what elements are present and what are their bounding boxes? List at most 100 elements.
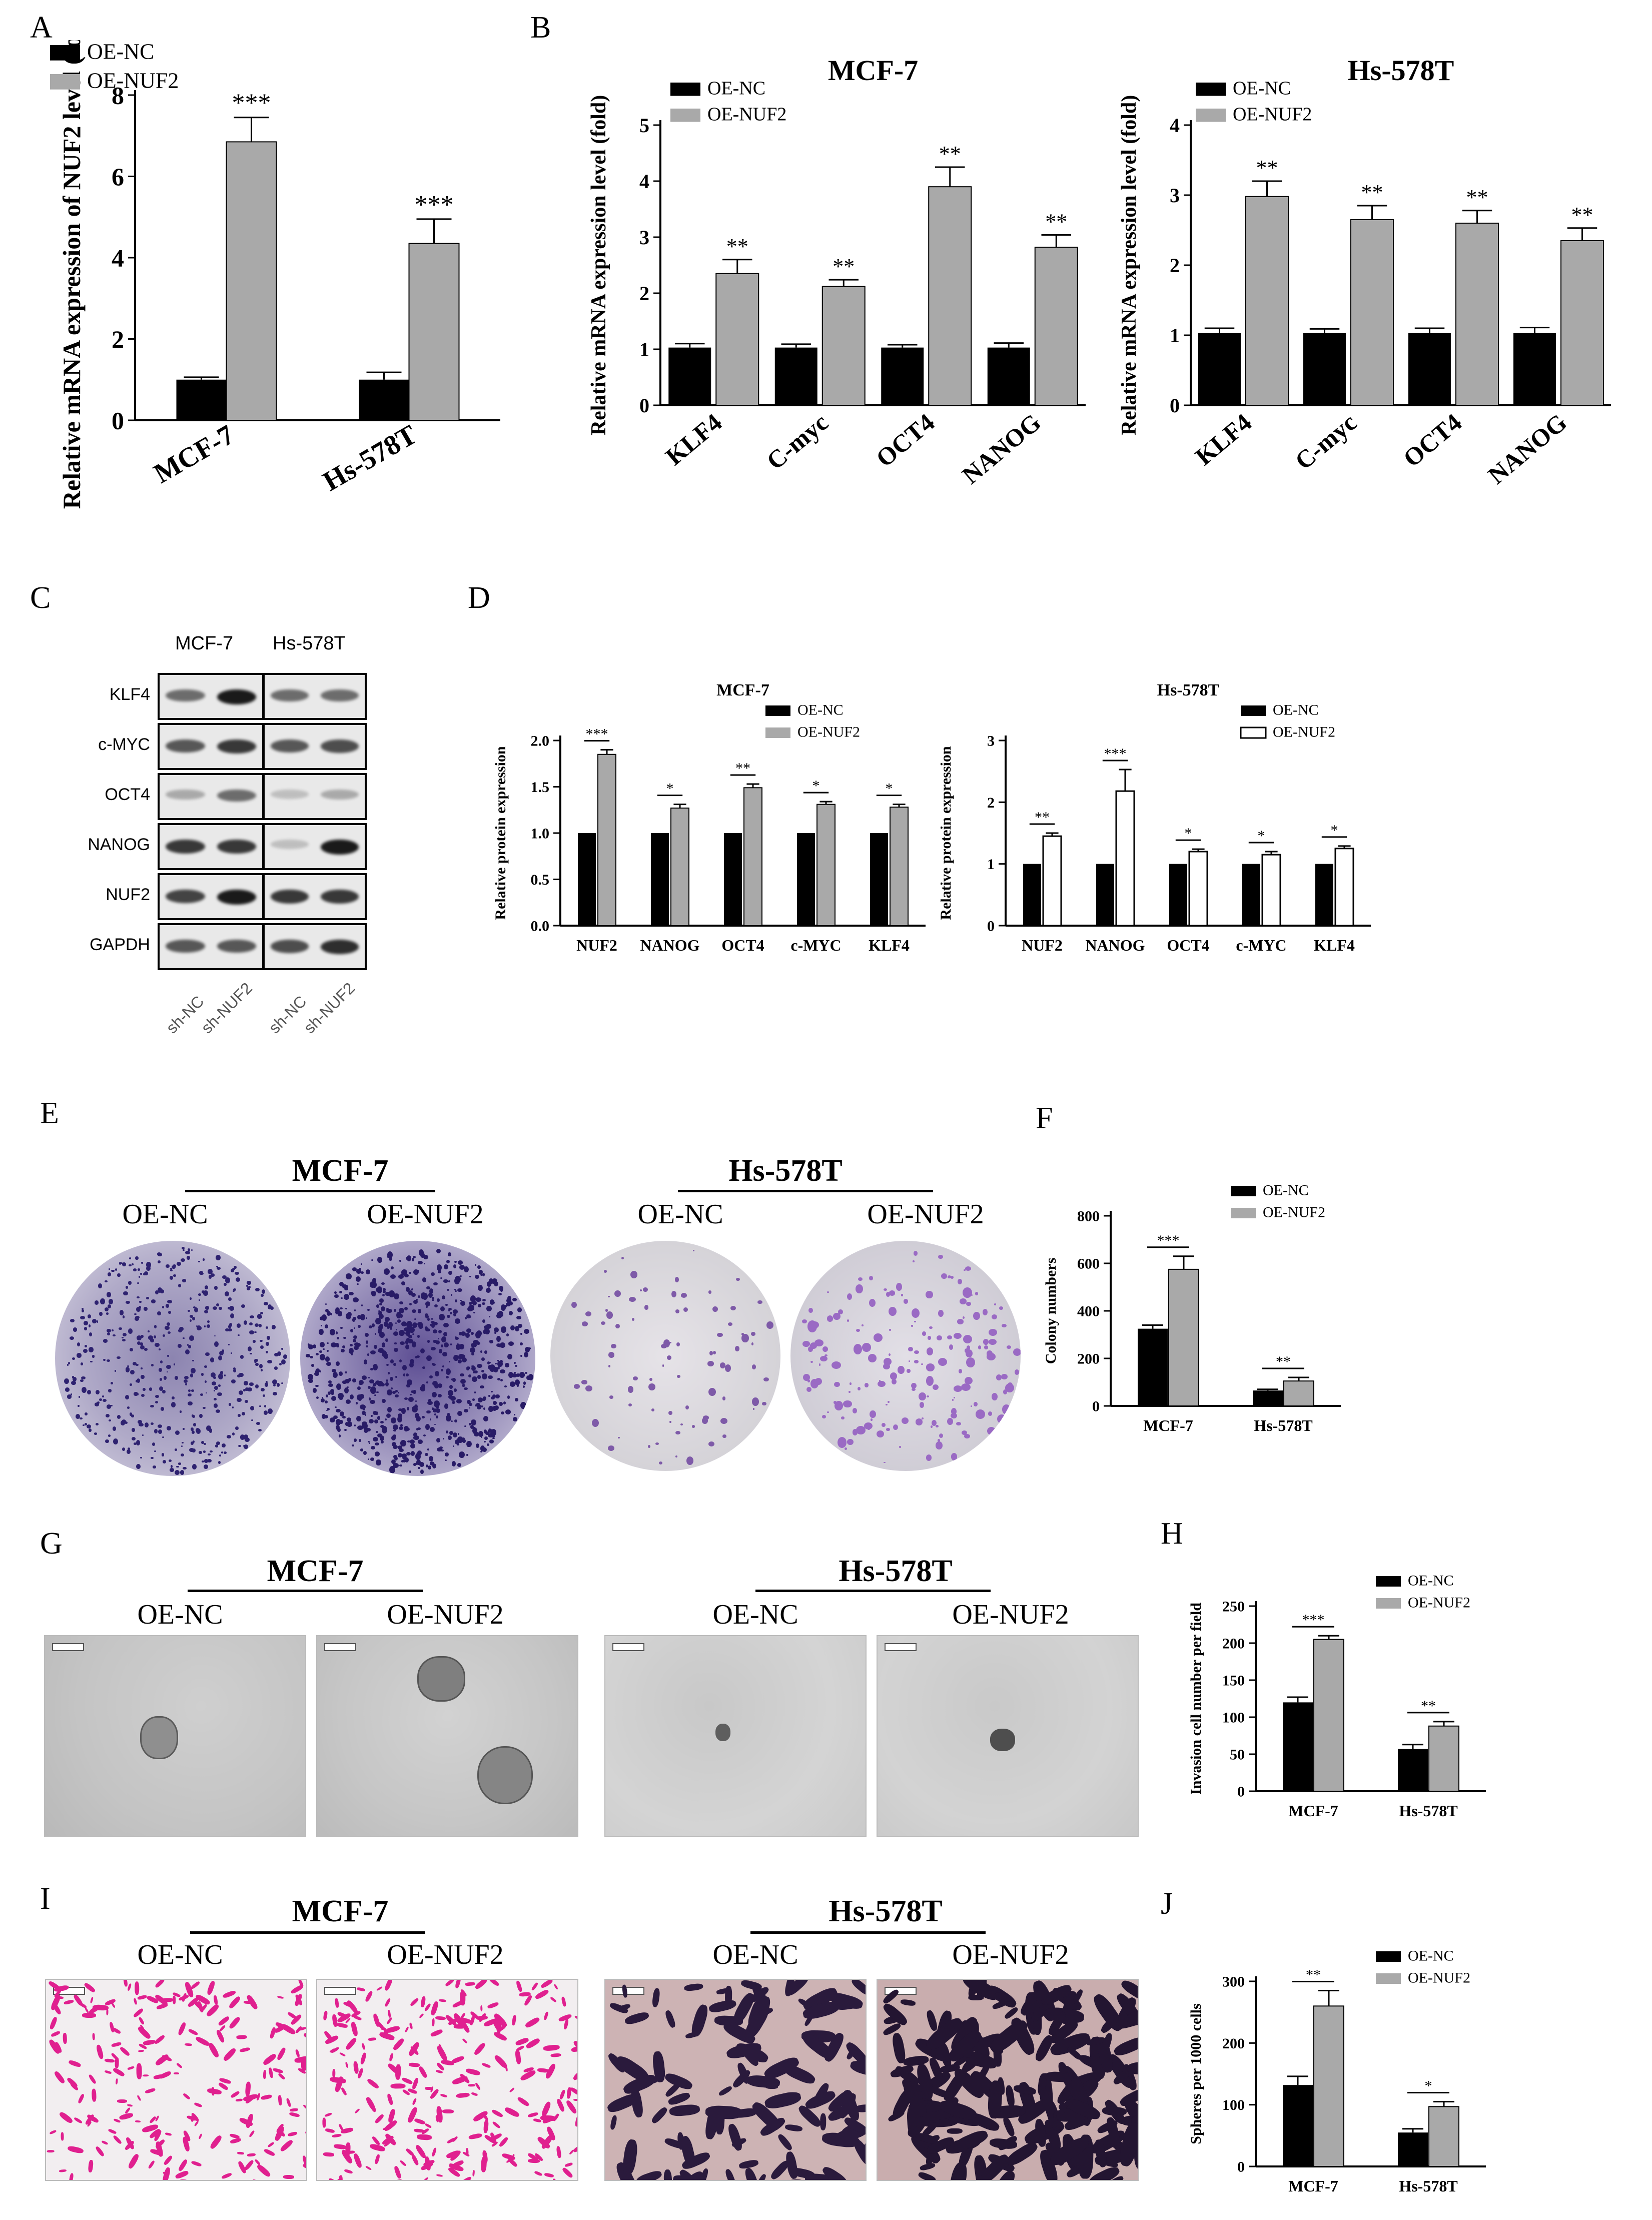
- colony-dot: [192, 1440, 195, 1443]
- colony-dot: [370, 1457, 374, 1461]
- colony-dot: [519, 1372, 525, 1378]
- colony-dot: [719, 1362, 726, 1368]
- colony-dot: [381, 1440, 384, 1443]
- x-tick-label: MCF-7: [149, 419, 240, 490]
- colony-dot: [486, 1328, 489, 1331]
- colony-dot: [431, 1296, 435, 1299]
- colony-dot: [889, 1290, 895, 1296]
- colony-dot: [441, 1368, 444, 1372]
- colony-dot: [422, 1416, 425, 1418]
- colony-dot: [493, 1327, 499, 1333]
- colony-dot: [410, 1443, 416, 1448]
- colony-dot: [181, 1441, 184, 1444]
- colony-dot: [757, 1300, 762, 1304]
- colony-dot: [65, 1387, 70, 1392]
- colony-dot: [498, 1292, 502, 1296]
- invasion-cell: [386, 2093, 394, 2106]
- colony-dot: [468, 1407, 470, 1409]
- colony-dot: [332, 1372, 338, 1378]
- colony-dot: [367, 1458, 370, 1460]
- significance-label: *: [1425, 2078, 1432, 2094]
- colony-dot: [398, 1413, 402, 1418]
- colony-dot: [763, 1377, 769, 1382]
- colony-dot: [138, 1276, 140, 1278]
- colony-dot: [206, 1425, 211, 1431]
- invasion-cell: [679, 2135, 697, 2168]
- colony-dot: [411, 1292, 416, 1297]
- bar: [1315, 864, 1333, 926]
- colony-dot: [260, 1339, 263, 1342]
- colony-dot: [244, 1437, 250, 1442]
- colony-dot: [810, 1379, 819, 1388]
- colony-dot: [514, 1361, 516, 1364]
- invasion-cell: [221, 2172, 233, 2180]
- colony-dot: [182, 1246, 185, 1250]
- colony-dot: [410, 1450, 415, 1456]
- colony-dot: [252, 1340, 256, 1343]
- colony-dot: [675, 1309, 680, 1313]
- colony-dot: [325, 1303, 327, 1305]
- colony-dot: [456, 1400, 458, 1403]
- wb-band: [217, 790, 256, 802]
- invasion-cell: [68, 2172, 74, 2180]
- sphere-rule-mcf7: [188, 1590, 423, 1592]
- colony-dot: [913, 1260, 915, 1263]
- colony-dot: [215, 1409, 221, 1413]
- colony-dot: [181, 1445, 183, 1447]
- x-tick-label: OCT4: [721, 936, 764, 954]
- colony-dot: [150, 1404, 154, 1408]
- colony-dot: [340, 1307, 343, 1310]
- colony-dot: [954, 1333, 962, 1339]
- colony-dot: [512, 1298, 517, 1301]
- colony-dot: [674, 1276, 679, 1282]
- colony-dot: [433, 1339, 437, 1343]
- colony-dot: [81, 1309, 85, 1313]
- colony-dot: [460, 1299, 462, 1301]
- invasion-cell: [511, 2015, 517, 2026]
- colony-dot: [651, 1408, 654, 1411]
- invasion-cell: [784, 2151, 799, 2180]
- colony-dot: [362, 1411, 366, 1415]
- colony-dot: [610, 1344, 617, 1348]
- colony-dot: [199, 1271, 203, 1275]
- y-tick-label: 3: [987, 733, 995, 750]
- colony-dot: [261, 1289, 265, 1294]
- colony-dot: [973, 1312, 980, 1320]
- colony-dot: [192, 1464, 197, 1470]
- colony-dot: [313, 1344, 317, 1348]
- invasion-cell: [244, 2000, 252, 2004]
- colony-dot: [266, 1381, 268, 1384]
- colony-dot: [461, 1383, 465, 1387]
- invasion-cell: [211, 2087, 215, 2096]
- colony-dot: [462, 1439, 466, 1443]
- y-tick-label: 6: [112, 163, 124, 191]
- colony-dot: [251, 1419, 254, 1421]
- colony-dot: [228, 1343, 230, 1345]
- colony-dot: [117, 1273, 121, 1277]
- colony-dot: [211, 1381, 217, 1385]
- colony-dot: [451, 1294, 453, 1296]
- colony-dot: [363, 1451, 367, 1455]
- colony-dot: [414, 1318, 416, 1320]
- colony-dot: [90, 1360, 93, 1363]
- colony-dot: [751, 1331, 756, 1336]
- colony-dot: [244, 1444, 248, 1449]
- invasion-cell: [176, 2062, 183, 2069]
- colony-dot: [324, 1324, 329, 1329]
- invasion-cell: [481, 2062, 491, 2068]
- colony-dot: [386, 1307, 389, 1310]
- colony-dot: [373, 1411, 378, 1415]
- colony-dot: [335, 1343, 339, 1345]
- colony-dot: [341, 1349, 345, 1353]
- colony-dot: [277, 1351, 282, 1356]
- colony-dot: [837, 1437, 847, 1448]
- invasion-cell: [191, 2113, 195, 2122]
- wb-band: [217, 689, 256, 704]
- colony-dot: [573, 1383, 580, 1389]
- colony-dot: [183, 1249, 185, 1251]
- colony-dot: [128, 1264, 132, 1267]
- invasion-cell: [230, 2137, 242, 2144]
- colony-dot: [418, 1439, 423, 1444]
